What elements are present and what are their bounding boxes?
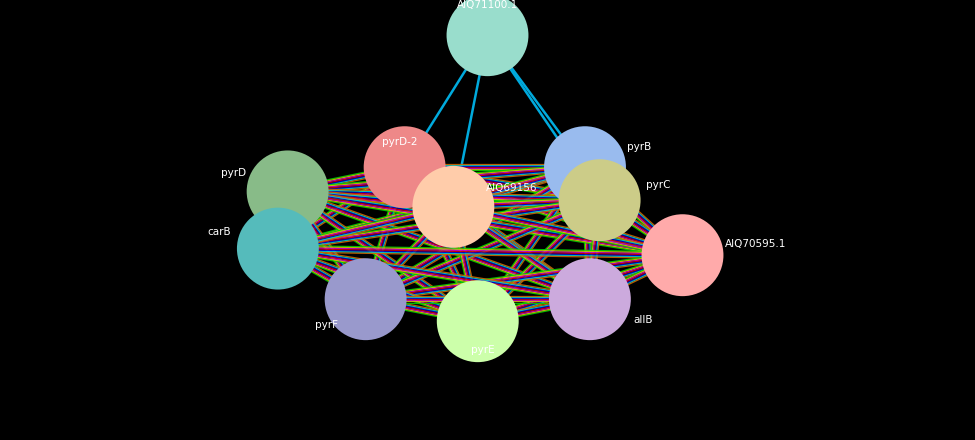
- Text: AIQ71100.1: AIQ71100.1: [457, 0, 518, 10]
- Ellipse shape: [549, 258, 631, 340]
- Ellipse shape: [325, 258, 407, 340]
- Ellipse shape: [447, 0, 528, 76]
- Ellipse shape: [237, 208, 319, 290]
- Text: pyrD: pyrD: [221, 168, 247, 178]
- Text: pyrC: pyrC: [645, 180, 671, 190]
- Ellipse shape: [412, 166, 494, 248]
- Text: pyrB: pyrB: [627, 143, 650, 152]
- Ellipse shape: [247, 150, 329, 232]
- Ellipse shape: [437, 280, 519, 362]
- Ellipse shape: [364, 126, 446, 208]
- Ellipse shape: [642, 214, 723, 296]
- Text: AIQ69156: AIQ69156: [487, 183, 537, 193]
- Text: AIQ70595.1: AIQ70595.1: [725, 239, 786, 249]
- Text: pyrD-2: pyrD-2: [382, 137, 417, 147]
- Text: pyrE: pyrE: [471, 345, 494, 355]
- Text: carB: carB: [208, 227, 231, 237]
- Ellipse shape: [559, 159, 641, 241]
- Ellipse shape: [544, 126, 626, 208]
- Text: pyrF: pyrF: [315, 320, 338, 330]
- Text: allB: allB: [634, 315, 653, 325]
